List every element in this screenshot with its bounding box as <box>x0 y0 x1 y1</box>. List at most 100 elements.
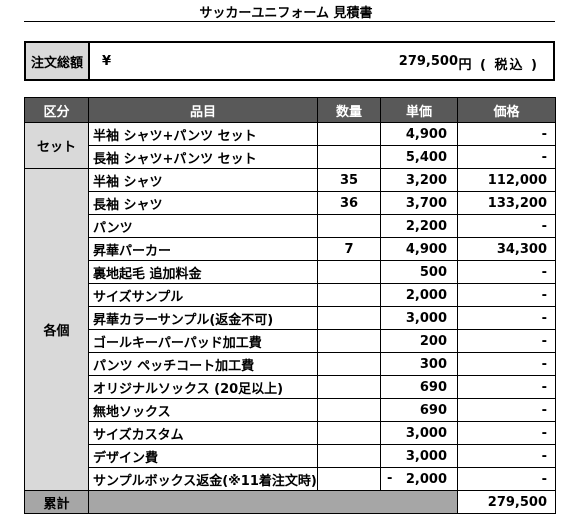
order-total-label: 注文総額 <box>24 41 90 81</box>
table-row: サイズカスタム 3,000- <box>25 421 556 445</box>
currency-symbol: ¥ <box>102 54 112 69</box>
table-row: 長袖 シャツ 36 3,700 133,200 <box>25 191 556 215</box>
item-name-cell: サイズサンプル <box>88 283 318 307</box>
total-label: 累計 <box>24 490 89 514</box>
quantity-cell: 7 <box>317 237 381 261</box>
unit-price-value: 3,200 <box>405 172 447 188</box>
unit-price-cell: 3,000 <box>380 421 458 445</box>
unit-price-value: 300 <box>419 356 447 372</box>
table-row: 長袖 シャツ+パンツ セット 5,400- <box>25 145 556 169</box>
price-cell: 112,000 <box>457 168 556 192</box>
item-name-cell: 半袖 シャツ+パンツ セット <box>88 122 318 146</box>
negative-sign: - <box>387 471 393 486</box>
unit-price-value: 690 <box>419 402 447 418</box>
document-title: サッカーユニフォーム 見積書 <box>199 6 373 21</box>
price-cell: - <box>457 122 556 146</box>
unit-price-cell: 3,700 <box>380 191 458 215</box>
table-row: パンツ ペッチコート加工費 300- <box>25 352 556 376</box>
header-unit-price: 単価 <box>380 97 458 123</box>
item-name-cell: 昇華パーカー <box>88 237 318 261</box>
price-cell: 133,200 <box>457 191 556 215</box>
header-quantity: 数量 <box>317 97 381 123</box>
quantity-cell <box>317 283 381 307</box>
price-cell: - <box>457 260 556 284</box>
price-cell: - <box>457 306 556 330</box>
table-row: 各個 半袖 シャツ 35 3,200 112,000 <box>24 168 556 491</box>
quantity-cell <box>317 260 381 284</box>
unit-price-value: 4,900 <box>405 241 447 257</box>
table-row: デザイン費 3,000- <box>25 444 556 468</box>
item-name-cell: 無地ソックス <box>88 398 318 422</box>
item-name-cell: 長袖 シャツ <box>88 191 318 215</box>
quantity-cell <box>317 306 381 330</box>
item-name-cell: 長袖 シャツ+パンツ セット <box>88 145 318 169</box>
unit-price-cell: 3,000 <box>380 444 458 468</box>
price-cell: - <box>457 444 556 468</box>
table-row: 昇華パーカー 7 4,900 34,300 <box>25 237 556 261</box>
total-filler <box>380 490 458 514</box>
item-name-cell: 半袖 シャツ <box>88 168 318 192</box>
price-cell: - <box>457 214 556 238</box>
table-row: オリジナルソックス (20足以上) 690- <box>25 375 556 399</box>
unit-price-cell: 3,000 <box>380 306 458 330</box>
price-cell: - <box>457 375 556 399</box>
unit-price-value: 2,200 <box>405 218 447 234</box>
unit-price-cell: 3,200 <box>380 168 458 192</box>
price-cell: - <box>457 467 556 491</box>
title-underline <box>24 21 555 22</box>
header-category: 区分 <box>24 97 89 123</box>
quote-table: 区分 品目 数量 単価 価格 セット 半袖 シャツ+パンツ セット 4,900- 長袖… <box>24 97 556 514</box>
total-row: 累計 279,500 <box>24 490 556 514</box>
header-item: 品目 <box>88 97 318 123</box>
unit-price-cell: 4,900 <box>380 237 458 261</box>
table-row: サイズサンプル 2,000- <box>25 283 556 307</box>
quantity-cell: 36 <box>317 191 381 215</box>
table-row: 昇華カラーサンプル(返金不可) 3,000- <box>25 306 556 330</box>
price-cell: - <box>457 352 556 376</box>
table-row: ゴールキーパーパッド加工費 200- <box>25 329 556 353</box>
price-cell: - <box>457 421 556 445</box>
price-cell: - <box>457 283 556 307</box>
item-name-cell: パンツ <box>88 214 318 238</box>
table-header-row: 区分 品目 数量 単価 価格 <box>24 97 556 123</box>
unit-price-value: 500 <box>419 264 447 280</box>
total-filler <box>88 490 318 514</box>
item-name-cell: オリジナルソックス (20足以上) <box>88 375 318 399</box>
quantity-cell <box>317 444 381 468</box>
quantity-cell <box>317 375 381 399</box>
price-cell: - <box>457 145 556 169</box>
unit-price-value: 3,000 <box>405 310 447 326</box>
quantity-cell: 35 <box>317 168 381 192</box>
unit-price-cell: 4,900 <box>380 122 458 146</box>
total-value: 279,500 <box>457 490 556 514</box>
header-price: 価格 <box>457 97 556 123</box>
quantity-cell <box>317 214 381 238</box>
table-row: 裏地起毛 追加料金 500- <box>25 260 556 284</box>
quantity-cell <box>317 329 381 353</box>
unit-price-value: 690 <box>419 379 447 395</box>
quantity-cell <box>317 122 381 146</box>
table-row: サンプルボックス返金(※11着注文時) -2,000- <box>25 467 556 491</box>
total-filler <box>317 490 381 514</box>
category-cell: セット <box>24 122 89 169</box>
price-cell: - <box>457 398 556 422</box>
order-total-amount: 279,500 <box>398 54 458 69</box>
unit-price-cell: 5,400 <box>380 145 458 169</box>
quantity-cell <box>317 467 381 491</box>
unit-price-cell: 690 <box>380 375 458 399</box>
item-name-cell: サイズカスタム <box>88 421 318 445</box>
unit-price-cell: 300 <box>380 352 458 376</box>
quantity-cell <box>317 352 381 376</box>
item-name-cell: デザイン費 <box>88 444 318 468</box>
quantity-cell <box>317 145 381 169</box>
quantity-cell <box>317 421 381 445</box>
category-cell: 各個 <box>24 168 89 491</box>
unit-price-cell: 2,000 <box>380 283 458 307</box>
unit-price-value: 4,900 <box>405 126 447 142</box>
item-name-cell: サンプルボックス返金(※11着注文時) <box>88 467 318 491</box>
price-cell: 34,300 <box>457 237 556 261</box>
unit-price-cell: 2,200 <box>380 214 458 238</box>
order-total-table: 注文総額 ¥ 279,500 円 ( 税込 ) <box>24 41 555 81</box>
quantity-cell <box>317 398 381 422</box>
item-name-cell: ゴールキーパーパッド加工費 <box>88 329 318 353</box>
